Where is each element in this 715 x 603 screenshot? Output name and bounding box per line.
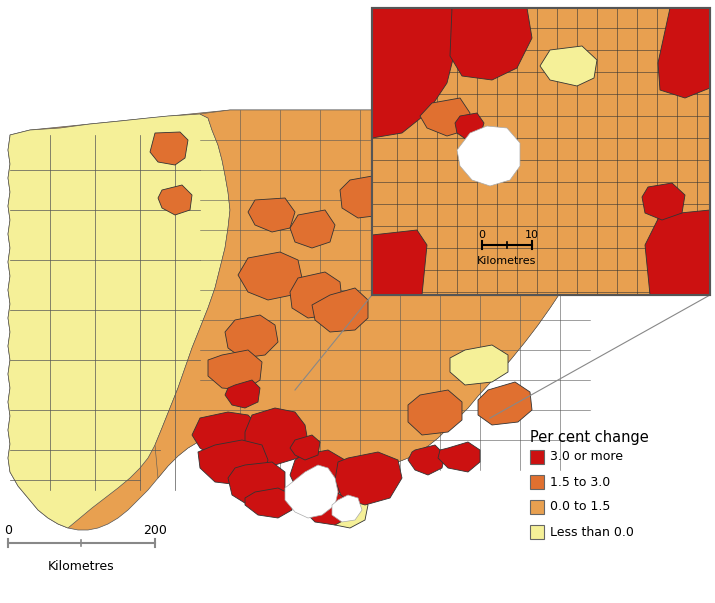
Polygon shape xyxy=(408,390,462,435)
Bar xyxy=(372,8,710,295)
Text: Kilometres: Kilometres xyxy=(478,256,537,266)
Polygon shape xyxy=(450,345,508,385)
Polygon shape xyxy=(150,132,188,165)
Polygon shape xyxy=(290,210,335,248)
Polygon shape xyxy=(658,8,710,98)
Polygon shape xyxy=(372,230,427,295)
Polygon shape xyxy=(335,452,402,505)
Bar xyxy=(530,525,544,539)
Polygon shape xyxy=(372,8,457,138)
Polygon shape xyxy=(8,110,590,530)
Polygon shape xyxy=(455,113,484,140)
Bar xyxy=(530,500,544,514)
Polygon shape xyxy=(642,183,685,220)
Polygon shape xyxy=(158,185,192,215)
Polygon shape xyxy=(290,450,348,500)
Polygon shape xyxy=(155,110,590,478)
Polygon shape xyxy=(198,440,268,485)
Polygon shape xyxy=(290,435,320,460)
Text: 0.0 to 1.5: 0.0 to 1.5 xyxy=(550,500,611,514)
Polygon shape xyxy=(248,198,295,232)
Polygon shape xyxy=(332,495,362,522)
Polygon shape xyxy=(457,126,520,186)
Text: Kilometres: Kilometres xyxy=(48,560,115,572)
Bar xyxy=(372,8,710,295)
Polygon shape xyxy=(478,382,532,425)
Polygon shape xyxy=(228,462,285,505)
Polygon shape xyxy=(340,175,395,218)
Polygon shape xyxy=(328,495,368,528)
Polygon shape xyxy=(305,493,350,525)
Text: 1.5 to 3.0: 1.5 to 3.0 xyxy=(550,476,610,488)
Polygon shape xyxy=(312,288,368,332)
Polygon shape xyxy=(192,412,258,458)
Polygon shape xyxy=(225,315,278,358)
Polygon shape xyxy=(438,442,480,472)
Bar xyxy=(372,8,710,295)
Polygon shape xyxy=(238,252,302,300)
Polygon shape xyxy=(245,408,308,465)
Text: Less than 0.0: Less than 0.0 xyxy=(550,525,634,538)
Polygon shape xyxy=(348,460,398,490)
Polygon shape xyxy=(390,180,445,225)
Bar xyxy=(530,450,544,464)
Polygon shape xyxy=(245,488,292,518)
Bar xyxy=(530,475,544,489)
Text: 10: 10 xyxy=(525,230,539,240)
Polygon shape xyxy=(450,8,532,80)
Polygon shape xyxy=(478,245,532,285)
Polygon shape xyxy=(408,445,445,475)
Polygon shape xyxy=(290,272,342,318)
Polygon shape xyxy=(540,46,597,86)
Text: Per cent change: Per cent change xyxy=(530,430,649,445)
Polygon shape xyxy=(208,350,262,390)
Text: 200: 200 xyxy=(143,525,167,537)
Text: 0: 0 xyxy=(478,230,485,240)
Polygon shape xyxy=(225,380,260,408)
Polygon shape xyxy=(438,225,495,265)
Polygon shape xyxy=(8,114,230,528)
Text: 0: 0 xyxy=(4,525,12,537)
Polygon shape xyxy=(645,210,710,295)
Polygon shape xyxy=(285,465,338,518)
Polygon shape xyxy=(420,98,470,136)
Text: 3.0 or more: 3.0 or more xyxy=(550,450,623,464)
